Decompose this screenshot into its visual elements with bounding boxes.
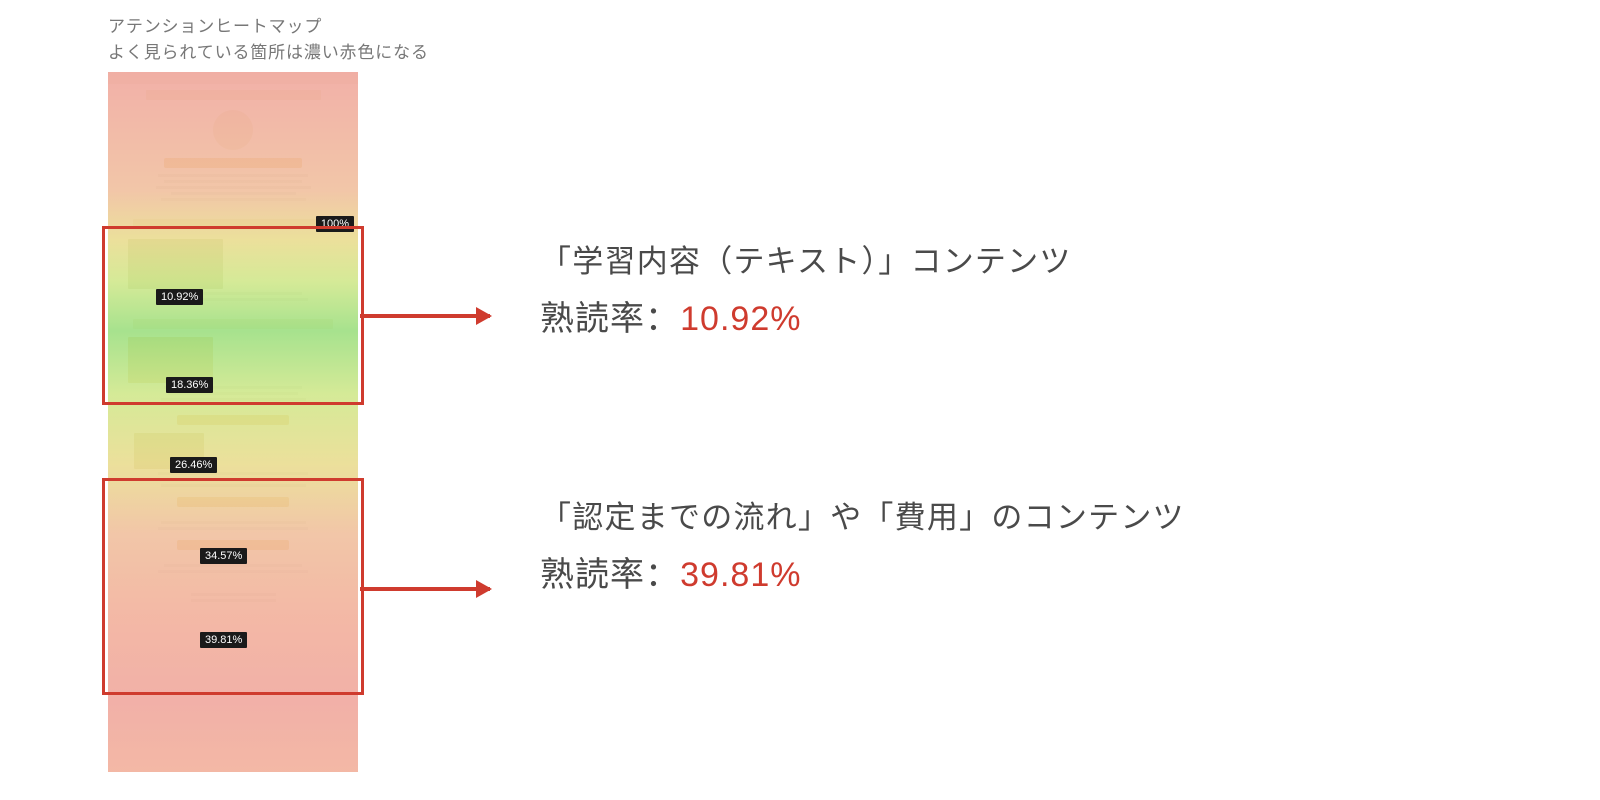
heatmap-column: 100% 10.92% 18.36% 26.46% 34.57% 39.81% [108,72,358,772]
pct-badge: 18.36% [166,377,213,393]
heatmap-gradient-overlay [108,72,358,772]
pct-badge: 10.92% [156,289,203,305]
pct-badge: 100% [316,216,354,232]
infographic-canvas: アテンションヒートマップ よく見られている箇所は濃い赤色になる [0,0,1600,800]
pct-badge: 34.57% [200,548,247,564]
callout-certification-flow: 「認定までの流れ」や「費用」のコンテンツ 熟読率：39.81% [540,492,1185,596]
callout-rate: 熟読率：10.92% [540,291,1072,340]
rate-value: 39.81% [680,556,801,594]
callout-title: 「認定までの流れ」や「費用」のコンテンツ [540,492,1185,537]
rate-label: 熟読率： [540,556,680,594]
caption-line-2: よく見られている箇所は濃い赤色になる [108,40,429,66]
caption-line-1: アテンションヒートマップ [108,14,429,40]
pct-badge: 26.46% [170,457,217,473]
pct-badge: 39.81% [200,632,247,648]
callout-title: 「学習内容（テキスト）」コンテンツ [540,236,1072,281]
rate-label: 熟読率： [540,300,680,338]
callout-learning-content: 「学習内容（テキスト）」コンテンツ 熟読率：10.92% [540,236,1072,340]
heatmap-caption: アテンションヒートマップ よく見られている箇所は濃い赤色になる [108,14,429,67]
arrow-icon [360,314,490,318]
callout-rate: 熟読率：39.81% [540,547,1185,596]
arrow-icon [360,587,490,591]
rate-value: 10.92% [680,300,801,338]
